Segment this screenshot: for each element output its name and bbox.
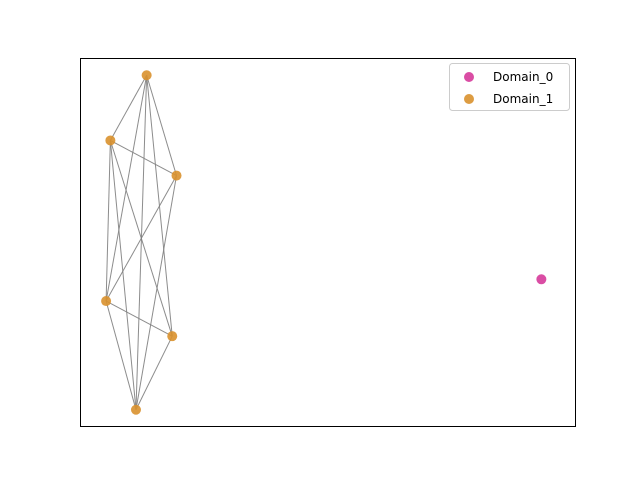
node-point-n2 bbox=[171, 170, 182, 181]
node-point-n6 bbox=[536, 274, 547, 285]
node-point-n1 bbox=[105, 135, 116, 146]
edge-n0-n1 bbox=[109, 74, 148, 141]
edge-n3-n4 bbox=[105, 300, 173, 337]
edge-n1-n3 bbox=[105, 140, 111, 302]
edge-n0-n3 bbox=[105, 75, 148, 302]
edge-n0-n5 bbox=[135, 75, 148, 410]
plot-frame bbox=[80, 58, 576, 427]
legend-label-domain-0: Domain_0 bbox=[493, 70, 553, 84]
edge-n3-n5 bbox=[105, 300, 137, 410]
node-point-n3 bbox=[101, 296, 112, 307]
points-layer bbox=[101, 70, 547, 415]
legend-label-domain-1: Domain_1 bbox=[493, 92, 553, 106]
node-point-n4 bbox=[167, 331, 178, 342]
edge-n0-n2 bbox=[146, 75, 177, 176]
legend-box bbox=[449, 63, 570, 111]
legend-marker-domain-1 bbox=[464, 94, 474, 104]
edge-n2-n3 bbox=[105, 175, 177, 302]
legend-marker-domain-0 bbox=[464, 72, 474, 82]
legend: Domain_0 Domain_1 bbox=[449, 63, 570, 111]
node-point-n5 bbox=[130, 404, 141, 415]
edges-layer bbox=[105, 74, 178, 410]
node-point-n0 bbox=[141, 70, 152, 81]
edge-n1-n2 bbox=[110, 140, 177, 177]
edge-n2-n5 bbox=[135, 175, 178, 410]
edge-n4-n5 bbox=[135, 335, 173, 410]
edge-n1-n5 bbox=[109, 140, 137, 410]
